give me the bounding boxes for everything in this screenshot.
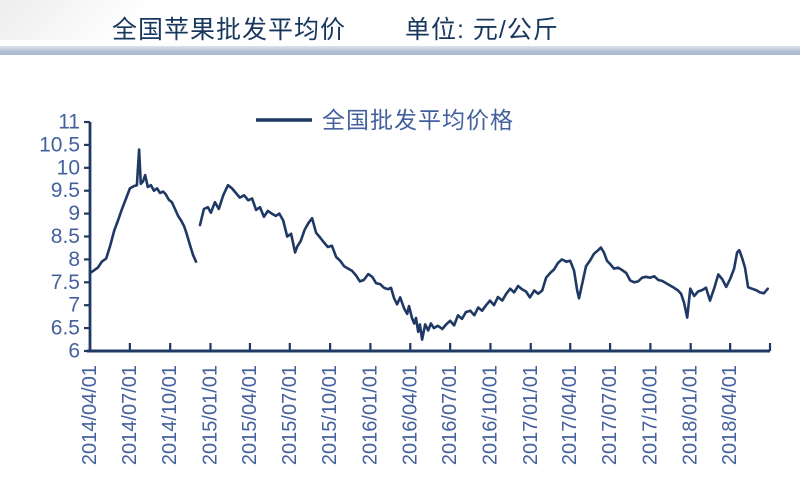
x-tick-label: 2017/04/01	[559, 365, 581, 465]
y-tick-label: 7	[68, 294, 80, 317]
legend: 全国批发平均价格	[256, 107, 514, 133]
header-divider	[0, 46, 800, 55]
unit-label: 单位: 元/公斤	[405, 16, 559, 44]
x-tick-label: 2016/10/01	[479, 365, 501, 465]
x-tick-label: 2014/04/01	[79, 365, 101, 465]
y-tick-label: 10	[57, 156, 80, 179]
x-tick-label: 2014/10/01	[159, 365, 181, 465]
legend-label: 全国批发平均价格	[322, 107, 514, 133]
y-tick-label: 7.5	[51, 271, 80, 294]
x-tick-label: 2014/07/01	[119, 365, 141, 465]
y-tick-label: 10.5	[39, 133, 80, 156]
y-tick-label: 9	[68, 202, 80, 225]
corner-shade	[0, 0, 190, 40]
price-line-segment	[88, 148, 198, 275]
x-tick-label: 2015/01/01	[199, 365, 221, 465]
y-tick-label: 9.5	[51, 179, 80, 202]
x-tick-label: 2015/04/01	[239, 365, 261, 465]
x-tick-label: 2017/10/01	[639, 365, 661, 465]
x-tick-label: 2016/01/01	[359, 365, 381, 465]
x-tick-label: 2016/04/01	[399, 365, 421, 465]
chart-title: 全国苹果批发平均价	[112, 16, 347, 44]
apple-price-line-chart: 全国批发平均价格66.577.588.599.51010.5112014/04/…	[39, 107, 772, 465]
x-tick-label: 2017/01/01	[520, 365, 542, 465]
y-tick-label: 11	[58, 111, 80, 134]
y-tick-label: 8.5	[51, 225, 80, 248]
x-axis: 2014/04/01 2014/07/01 2014/10/01 2015/01/01…	[79, 343, 772, 465]
y-tick-label: 6	[68, 340, 80, 363]
price-line-segment	[198, 183, 770, 341]
x-tick-label: 2018/04/01	[719, 365, 741, 465]
x-tick-label: 2017/07/01	[599, 365, 621, 465]
y-tick-label: 8	[68, 248, 80, 271]
x-tick-label: 2015/10/01	[319, 365, 341, 465]
x-tick-label: 2015/07/01	[279, 365, 301, 465]
y-tick-label: 6.5	[51, 317, 80, 340]
x-tick-label: 2016/07/01	[439, 365, 461, 465]
series-全国批发平均价格	[88, 148, 770, 341]
x-tick-label: 2018/01/01	[680, 365, 702, 465]
